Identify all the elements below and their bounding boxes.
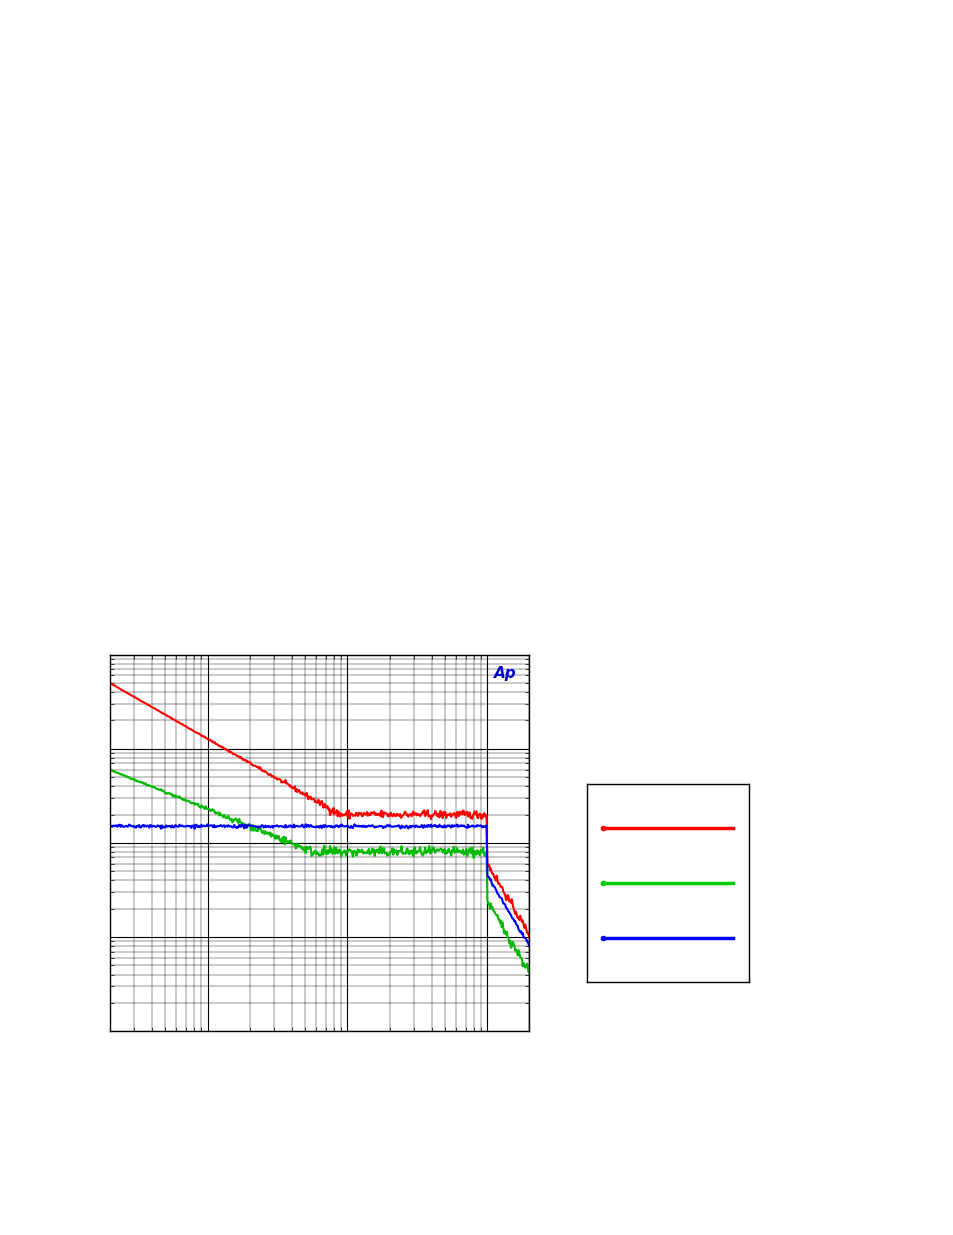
Text: Ap: Ap xyxy=(494,666,517,680)
